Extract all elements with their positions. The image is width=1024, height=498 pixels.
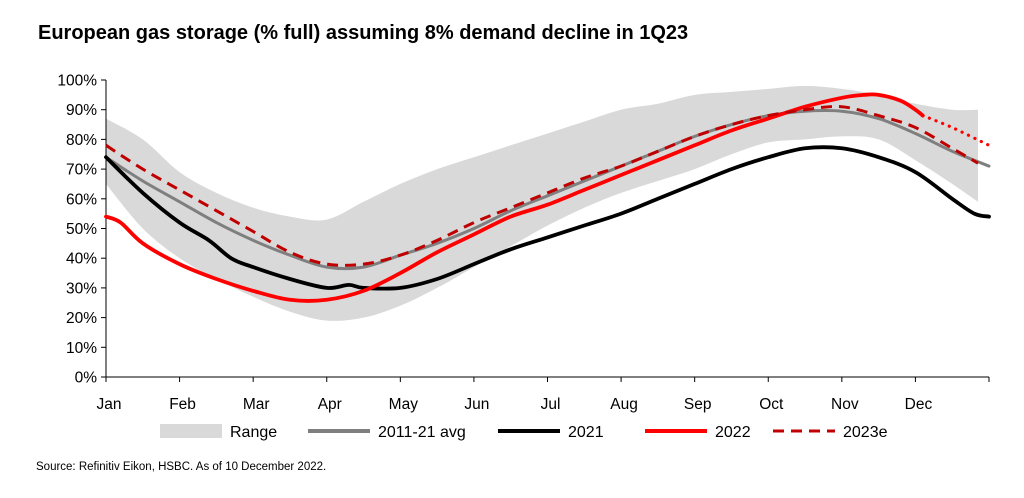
x-tick-label: Oct (759, 396, 784, 413)
y-tick-label: 60% (66, 191, 97, 208)
x-tick-label: Mar (243, 396, 270, 413)
series-line-2022 (104, 92, 925, 303)
legend-label-2023e: 2023e (843, 424, 888, 441)
x-tick-label: Nov (831, 396, 859, 413)
y-tick-label: 30% (66, 280, 97, 297)
x-tick-label: Aug (610, 396, 638, 413)
y-tick-label: 90% (66, 102, 97, 119)
x-tick-label: Sep (684, 396, 712, 413)
series-line-2021 (104, 145, 991, 291)
y-tick-label: 40% (66, 251, 97, 268)
range-band (106, 85, 978, 321)
y-tick-label: 10% (66, 340, 97, 357)
series-line-2022-projection (921, 114, 991, 147)
series-line-2023e (105, 104, 979, 267)
y-tick-label: 20% (66, 310, 97, 327)
y-tick-label: 50% (66, 221, 97, 238)
x-tick-label: Dec (905, 396, 933, 413)
x-tick-label: May (389, 396, 419, 413)
y-tick-label: 0% (75, 370, 98, 387)
x-tick-label: Apr (318, 396, 342, 413)
y-tick-label: 70% (66, 162, 97, 179)
x-tick-label: Jul (541, 396, 561, 413)
x-tick-label: Jan (97, 396, 122, 413)
x-tick-label: Feb (169, 396, 196, 413)
series-line-2011-21-avg (104, 108, 991, 271)
source-note: Source: Refinitiv Eikon, HSBC. As of 10 … (36, 461, 327, 473)
legend-label-2022: 2022 (715, 424, 751, 441)
legend-label-range: Range (230, 424, 277, 441)
legend-label-2021: 2021 (568, 424, 604, 441)
chart-title: European gas storage (% full) assuming 8… (38, 22, 689, 44)
x-tick-label: Jun (464, 396, 489, 413)
legend-swatch-range (160, 424, 222, 438)
y-tick-label: 80% (66, 132, 97, 149)
legend-label-2011-21-avg: 2011-21 avg (378, 424, 466, 441)
y-tick-label: 100% (57, 73, 97, 90)
